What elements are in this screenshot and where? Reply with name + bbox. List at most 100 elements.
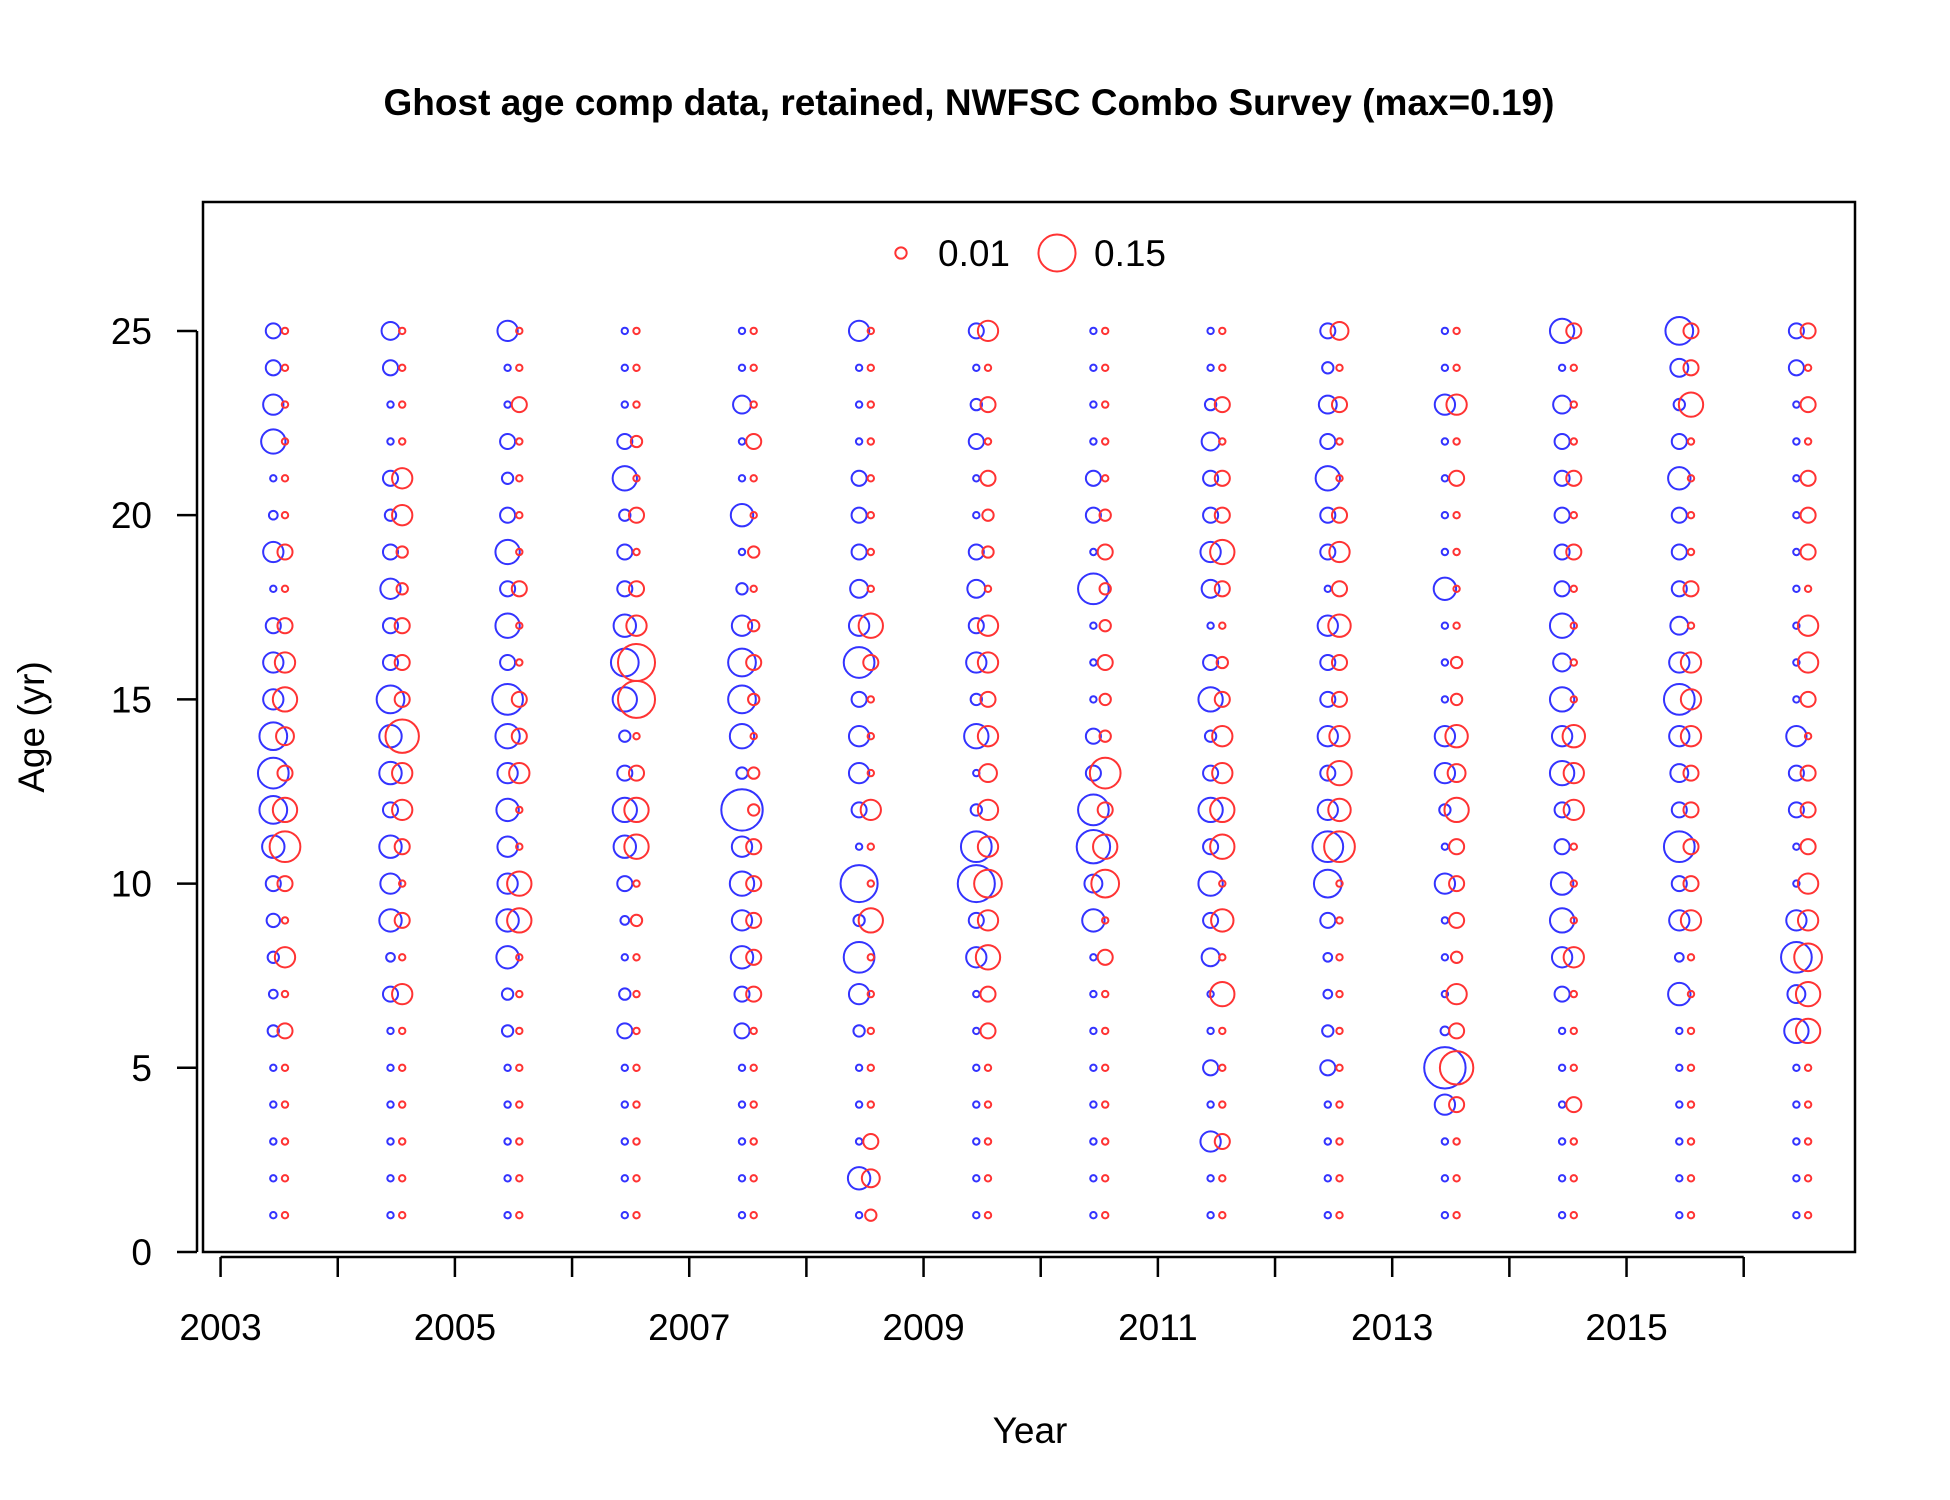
- bubble-point: [1569, 695, 1579, 704]
- bubble-point: [1101, 326, 1110, 336]
- bubble-point: [1792, 1100, 1801, 1109]
- bubble-point: [1089, 621, 1098, 630]
- bubble-point: [1206, 1100, 1215, 1109]
- bubble-point: [632, 1174, 641, 1183]
- bubble-point: [859, 798, 882, 822]
- bubble-point: [1089, 363, 1098, 372]
- bubble-point: [1330, 580, 1349, 598]
- legend: 0.01 0.15: [894, 233, 1166, 274]
- bubble-point: [728, 723, 756, 750]
- bubble-point: [632, 879, 641, 888]
- bubble-point: [632, 547, 641, 557]
- bubble-point: [1335, 953, 1344, 962]
- bubble-point: [1686, 621, 1696, 630]
- bubble-point: [1686, 474, 1696, 483]
- bubble-point: [280, 584, 290, 593]
- bubble-point: [854, 437, 864, 446]
- bubble-point: [976, 725, 1000, 748]
- bubble-point: [515, 511, 524, 520]
- bubble-layer: [256, 316, 1823, 1222]
- bubble-point: [1101, 1137, 1110, 1146]
- bubble-point: [391, 798, 414, 822]
- bubble-point: [866, 879, 875, 888]
- bubble-point: [385, 951, 396, 963]
- bubble-point: [632, 1063, 641, 1073]
- bubble-point: [1562, 761, 1585, 785]
- bubble-point: [1682, 764, 1700, 782]
- bubble-point: [983, 1211, 993, 1220]
- bubble-point: [378, 908, 403, 933]
- bubble-point: [749, 732, 758, 741]
- bubble-point: [265, 912, 281, 929]
- bubble-point: [747, 803, 761, 817]
- bubble-point: [1335, 1137, 1344, 1146]
- bubble-point: [1101, 363, 1110, 372]
- bubble-point: [983, 1100, 993, 1109]
- bubble-point: [737, 363, 747, 372]
- bubble-point: [866, 400, 875, 409]
- bubble-point: [1557, 1174, 1567, 1183]
- bubble-point: [737, 1063, 747, 1073]
- bubble-point: [503, 1063, 512, 1073]
- bubble-point: [391, 982, 414, 1006]
- bubble-point: [1319, 506, 1337, 524]
- bubble-point: [1202, 838, 1220, 856]
- bubble-point: [1092, 833, 1119, 860]
- bubble-point: [1783, 1017, 1810, 1045]
- bubble-point: [515, 1174, 524, 1183]
- bubble-point: [1323, 1100, 1333, 1109]
- bubble-point: [1679, 651, 1703, 674]
- bubble-point: [1787, 801, 1805, 819]
- bubble-point: [727, 684, 757, 715]
- bubble-point: [398, 437, 407, 446]
- bubble-point: [1785, 725, 1808, 748]
- bubble-point: [618, 987, 632, 1001]
- bubble-point: [632, 1137, 641, 1146]
- bubble-point: [515, 1211, 524, 1220]
- bubble-point: [1452, 511, 1461, 520]
- bubble-point: [1218, 1063, 1227, 1073]
- y-tick-label: 15: [111, 679, 152, 720]
- bubble-point: [1569, 511, 1579, 520]
- bubble-point: [629, 913, 644, 928]
- bubble-point: [979, 985, 997, 1003]
- bubble-point: [273, 651, 297, 674]
- bubble-point: [381, 469, 400, 487]
- bubble-point: [1328, 540, 1351, 564]
- bubble-point: [747, 766, 761, 780]
- bubble-point: [745, 432, 763, 451]
- bubble-point: [749, 511, 758, 520]
- bubble-point: [280, 1137, 290, 1146]
- bubble-point: [862, 1132, 880, 1151]
- bubble-point: [976, 319, 1000, 343]
- bubble-point: [1084, 469, 1102, 487]
- bubble-point: [616, 580, 634, 598]
- bubble-point: [503, 363, 512, 372]
- bubble-point: [854, 400, 864, 409]
- bubble-point: [1101, 400, 1110, 409]
- bubble-point: [506, 870, 533, 897]
- bubble-point: [620, 1211, 629, 1220]
- bubble-point: [972, 363, 981, 372]
- bubble-point: [495, 908, 520, 933]
- bubble-point: [747, 692, 761, 707]
- bubble-point: [1319, 764, 1337, 782]
- bubble-point: [1792, 1063, 1801, 1073]
- bubble-point: [269, 474, 278, 483]
- bubble-point: [847, 725, 871, 748]
- bubble-point: [983, 584, 993, 593]
- bubble-point: [1686, 1137, 1696, 1146]
- bubble-point: [1098, 508, 1112, 522]
- y-tick-label: 5: [131, 1048, 152, 1089]
- bubble-point: [398, 1063, 407, 1073]
- bubble-point: [1077, 793, 1110, 827]
- bubble-point: [378, 834, 403, 859]
- bubble-point: [749, 584, 758, 593]
- bubble-point: [1081, 908, 1106, 933]
- bubble-point: [1335, 1100, 1344, 1109]
- bubble-point: [1089, 1174, 1098, 1183]
- bubble-point: [1199, 1130, 1222, 1153]
- bubble-point: [262, 688, 285, 711]
- bubble-point: [972, 1174, 981, 1183]
- bubble-point: [1213, 1132, 1231, 1151]
